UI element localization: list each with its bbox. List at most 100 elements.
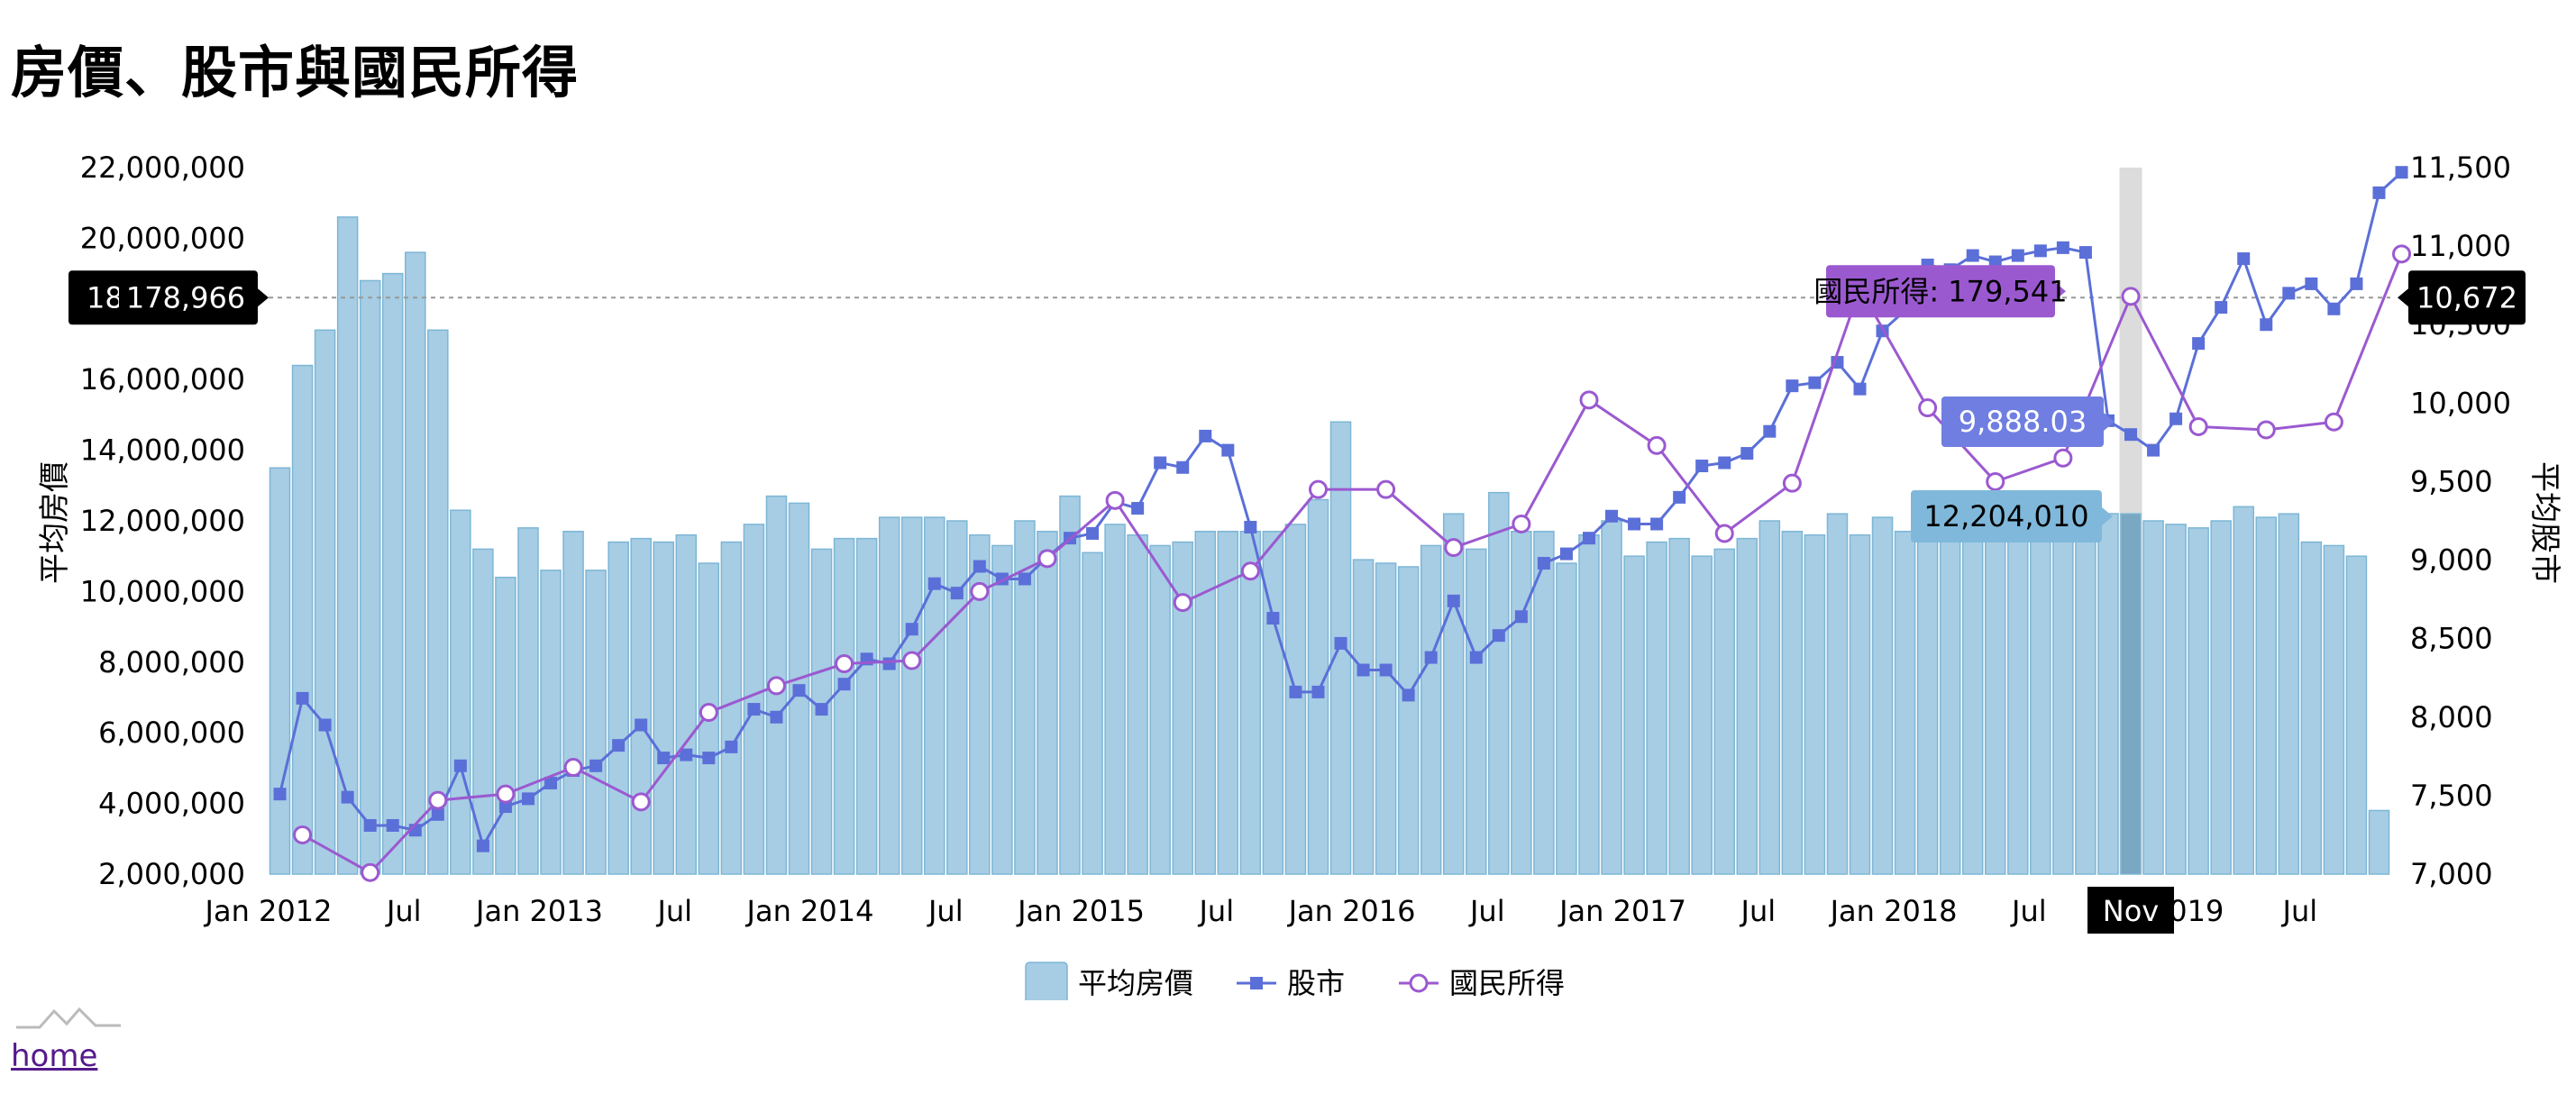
stock-point[interactable]	[927, 577, 941, 590]
income-point[interactable]	[766, 676, 786, 696]
price-bar[interactable]	[1736, 537, 1758, 875]
stock-point[interactable]	[1447, 594, 1460, 607]
stock-point[interactable]	[2260, 318, 2273, 332]
income-point[interactable]	[2188, 416, 2208, 436]
price-bar[interactable]	[1037, 531, 1058, 875]
stock-point[interactable]	[2078, 246, 2092, 260]
price-bar[interactable]	[1556, 562, 1577, 875]
price-bar[interactable]	[1172, 541, 1193, 875]
stock-point[interactable]	[1786, 379, 1799, 393]
price-bar[interactable]	[1239, 531, 1262, 875]
price-bar[interactable]	[969, 533, 991, 875]
price-bar[interactable]	[1442, 513, 1465, 875]
stock-point[interactable]	[1492, 629, 1505, 643]
price-bar[interactable]	[1601, 520, 1622, 875]
price-bar[interactable]	[2255, 516, 2278, 875]
income-point[interactable]	[1240, 561, 1260, 581]
income-point[interactable]	[2256, 420, 2276, 440]
stock-point[interactable]	[2056, 241, 2069, 254]
stock-point[interactable]	[386, 818, 399, 832]
price-bar[interactable]	[1939, 531, 1961, 875]
income-point[interactable]	[1308, 479, 1328, 499]
price-bar[interactable]	[1894, 531, 1916, 875]
price-bar[interactable]	[1984, 513, 2006, 875]
stock-point[interactable]	[1402, 688, 1415, 702]
price-bar[interactable]	[1668, 537, 1690, 875]
stock-point[interactable]	[2372, 186, 2386, 199]
stock-point[interactable]	[1357, 663, 1370, 677]
price-bar[interactable]	[1826, 513, 1849, 875]
price-bar[interactable]	[1804, 533, 1826, 875]
stock-point[interactable]	[680, 748, 693, 761]
price-bar[interactable]	[855, 537, 878, 875]
price-bar[interactable]	[1488, 491, 1510, 875]
price-bar[interactable]	[720, 541, 743, 875]
income-point[interactable]	[1714, 524, 1734, 543]
price-bar[interactable]	[1397, 566, 1420, 875]
stock-point[interactable]	[770, 710, 783, 724]
price-bar[interactable]	[1691, 555, 1713, 875]
price-bar[interactable]	[1623, 555, 1645, 875]
stock-point[interactable]	[1221, 443, 1235, 457]
price-bar[interactable]	[2278, 513, 2300, 875]
stock-point[interactable]	[725, 740, 738, 753]
price-bar[interactable]	[607, 541, 629, 875]
price-bar[interactable]	[1871, 516, 1894, 875]
stock-point[interactable]	[2124, 428, 2138, 442]
stock-point[interactable]	[2215, 301, 2228, 315]
stock-point[interactable]	[521, 792, 534, 806]
price-bar[interactable]	[1149, 544, 1171, 875]
stock-point[interactable]	[1131, 502, 1145, 515]
stock-point[interactable]	[1650, 517, 1664, 531]
price-bar[interactable]	[381, 272, 404, 875]
stock-point[interactable]	[2011, 249, 2024, 262]
stock-point[interactable]	[2237, 252, 2251, 266]
legend-item[interactable]: 國民所得	[1399, 966, 1565, 1000]
income-point[interactable]	[1918, 398, 1938, 418]
price-bar[interactable]	[1849, 533, 1871, 875]
stock-point[interactable]	[2282, 287, 2296, 300]
price-bar[interactable]	[923, 516, 945, 875]
income-point[interactable]	[1647, 435, 1667, 455]
stock-point[interactable]	[1199, 429, 1212, 442]
price-bar[interactable]	[314, 329, 336, 875]
stock-point[interactable]	[702, 752, 716, 765]
price-bar[interactable]	[1284, 524, 1307, 875]
income-point[interactable]	[631, 792, 651, 812]
income-point[interactable]	[361, 862, 380, 882]
price-bar[interactable]	[1916, 531, 1939, 875]
stock-point[interactable]	[589, 759, 603, 772]
stock-point[interactable]	[1718, 456, 1731, 470]
stock-point[interactable]	[1379, 663, 1393, 677]
income-point[interactable]	[1986, 471, 2005, 491]
price-bar[interactable]	[2052, 531, 2074, 875]
price-bar[interactable]	[675, 533, 698, 875]
stock-point[interactable]	[973, 560, 986, 573]
price-bar[interactable]	[1961, 524, 1984, 875]
income-point[interactable]	[1376, 479, 1396, 499]
home-link[interactable]: home	[11, 1038, 98, 1074]
stock-point[interactable]	[453, 759, 467, 772]
price-bar[interactable]	[562, 531, 584, 875]
price-bar[interactable]	[1014, 520, 1036, 875]
bar-series-price[interactable]	[269, 216, 2390, 875]
price-bar[interactable]	[540, 570, 562, 875]
price-bar[interactable]	[1217, 531, 1239, 875]
stock-point[interactable]	[1853, 382, 1867, 396]
income-point[interactable]	[970, 581, 990, 601]
stock-point[interactable]	[1154, 456, 1167, 470]
price-bar[interactable]	[900, 516, 923, 875]
income-point[interactable]	[2053, 448, 2073, 468]
stock-point[interactable]	[1966, 249, 1979, 262]
stock-point[interactable]	[657, 752, 671, 765]
stock-point[interactable]	[1244, 520, 1257, 533]
price-bar[interactable]	[1646, 541, 1667, 875]
income-point[interactable]	[1512, 514, 1531, 533]
income-point[interactable]	[699, 703, 718, 723]
price-bar[interactable]	[1578, 533, 1600, 875]
income-point[interactable]	[2324, 412, 2343, 432]
stock-point[interactable]	[1086, 526, 1100, 540]
price-bar[interactable]	[1127, 533, 1148, 875]
price-bar[interactable]	[743, 524, 765, 875]
stock-point[interactable]	[1311, 685, 1325, 698]
